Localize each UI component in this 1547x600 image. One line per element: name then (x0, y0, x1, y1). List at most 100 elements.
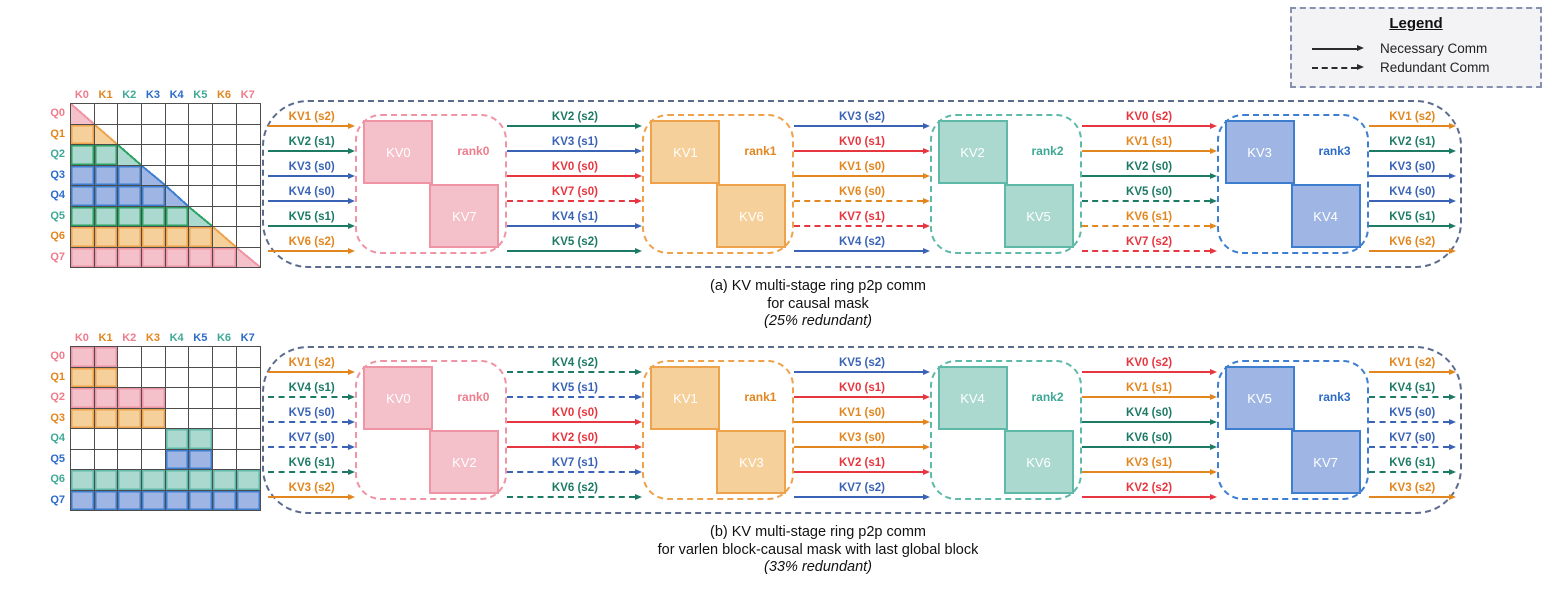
arrowhead-icon (635, 247, 643, 254)
arrowhead-icon (635, 468, 643, 475)
necessary-comm-line (268, 150, 349, 153)
arrowhead-icon (635, 368, 643, 375)
grid-cell (71, 247, 95, 268)
arrowhead-icon (922, 222, 930, 229)
comm-arrow: KV5 (s0) (1081, 185, 1217, 208)
grid-cell (213, 347, 237, 368)
grid-cell (189, 247, 214, 268)
arrow-label: KV2 (s0) (1126, 161, 1173, 174)
arrowhead-icon (635, 443, 643, 450)
grid-cell (213, 124, 237, 145)
mask-grid-panel-b: K0 K1 K2 K3 K4 K5 K6 K7 Q0 Q1 Q2 Q3 Q4 Q5 Q6 Q7 (46, 331, 261, 511)
arrow-label: KV2 (s1) (288, 136, 335, 149)
arrowhead-icon (635, 197, 643, 204)
grid-cell (189, 449, 214, 470)
necessary-comm-line (1368, 150, 1449, 153)
comm-arrow: KV2 (s0) (1081, 160, 1217, 183)
arrow-label: KV7 (s0) (1389, 432, 1436, 445)
arrow-label: KV6 (s0) (1126, 432, 1173, 445)
grid-body: Q0 Q1 Q2 Q3 Q4 Q5 Q6 Q7 (46, 103, 261, 268)
arrow-label: KV6 (s1) (1126, 211, 1173, 224)
grid-cell (189, 388, 214, 409)
necessary-comm-line (794, 250, 923, 253)
arrow-label: KV7 (s0) (288, 432, 335, 445)
arrowhead-icon (1209, 147, 1217, 154)
arrow-label: KV2 (s0) (551, 432, 598, 445)
q-label: Q3 (50, 411, 65, 424)
arrow-label: KV2 (s1) (838, 457, 885, 470)
necessary-comm-line (268, 125, 349, 128)
grid-cell (118, 145, 143, 166)
arrowhead-icon (922, 418, 930, 425)
kv-square: KV7 (1290, 430, 1361, 494)
grid-cell (94, 367, 119, 388)
arrow-label: KV6 (s2) (551, 482, 598, 495)
redundant-comm-line (1368, 446, 1449, 449)
arrowhead-icon (1448, 368, 1456, 375)
necessary-comm-line (507, 175, 636, 178)
grid-cell (71, 186, 95, 207)
rank-label: rank3 (1318, 144, 1351, 158)
comm-arrow: KV2 (s2) (1081, 481, 1217, 504)
comm-arrow: KV2 (s2) (507, 110, 643, 133)
comm-arrow: KV7 (s1) (507, 456, 643, 479)
grid-cell (118, 449, 143, 470)
comm-arrow: KV7 (s0) (507, 185, 643, 208)
grid-cell (236, 145, 261, 166)
redundant-comm-line (794, 225, 923, 228)
arrowhead-icon (1209, 393, 1217, 400)
comm-arrow: KV6 (s1) (1368, 456, 1456, 479)
arrow-label: KV5 (s2) (551, 236, 598, 249)
arrow-label: KV1 (s2) (1389, 111, 1436, 124)
grid-cell (189, 124, 214, 145)
ring-container-panel-b: KV1 (s2) KV4 (s1) KV5 (s0) KV7 (s0) KV6 (s1)… (262, 346, 1462, 514)
q-label: Q6 (50, 473, 65, 485)
arrow-group: KV1 (s2) KV4 (s1) KV5 (s0) KV7 (s0) KV6 (s1)… (268, 356, 356, 504)
caption-line: for varlen block-causal mask with last g… (657, 541, 979, 558)
q-label: Q0 (50, 350, 65, 362)
redundant-comm-line (507, 396, 636, 399)
grid-cell (118, 206, 143, 227)
grid-cell (213, 206, 237, 227)
arrow-label: KV4 (s1) (288, 382, 335, 395)
grid-cell (165, 104, 190, 125)
grid-cell (142, 247, 166, 268)
grid-cell (94, 186, 119, 207)
grid-cell (71, 124, 95, 145)
comm-arrow: KV2 (s1) (1368, 135, 1456, 158)
redundant-comm-line (268, 446, 349, 449)
grid-cell (142, 449, 166, 470)
grid-cell (213, 165, 237, 186)
arrow-group: KV0 (s2) KV1 (s1) KV4 (s0) KV6 (s0) KV3 (s1)… (1081, 356, 1217, 504)
redundant-comm-line (1368, 396, 1449, 399)
arrowhead-icon (1448, 122, 1456, 129)
grid-cell (165, 388, 190, 409)
comm-arrow: KV2 (s0) (507, 431, 643, 454)
comm-arrow: KV3 (s2) (794, 110, 930, 133)
rank-label: rank1 (744, 144, 777, 158)
arrow-label: KV5 (s0) (288, 407, 335, 420)
comm-arrow: KV1 (s2) (268, 110, 356, 133)
grid-cell (189, 408, 214, 429)
q-label: Q3 (50, 168, 65, 181)
k-label: K1 (98, 332, 113, 344)
necessary-comm-line (794, 371, 923, 374)
arrow-label: KV1 (s1) (1126, 136, 1173, 149)
necessary-comm-line (507, 150, 636, 153)
q-label: Q7 (50, 493, 65, 506)
grid-cell (118, 408, 143, 429)
comm-arrow: KV1 (s0) (794, 406, 930, 429)
arrowhead-icon (635, 222, 643, 229)
comm-arrow: KV3 (s0) (794, 431, 930, 454)
grid-cell (142, 490, 166, 511)
arrow-group: KV1 (s2) KV4 (s1) KV5 (s0) KV7 (s0) KV6 (s1)… (1368, 356, 1456, 504)
grid-cell (118, 104, 143, 125)
grid-cell (142, 388, 166, 409)
rank-block-rank2: KV2 rank2 KV5 (929, 114, 1082, 254)
grid-cell (71, 388, 95, 409)
arrow-label: KV3 (s0) (1389, 161, 1436, 174)
kv-square: KV2 (429, 430, 500, 494)
arrow-group: KV5 (s2) KV0 (s1) KV1 (s0) KV3 (s0) KV2 (s1)… (794, 356, 930, 504)
arrowhead-icon (922, 122, 930, 129)
arrowhead-icon (1448, 172, 1456, 179)
